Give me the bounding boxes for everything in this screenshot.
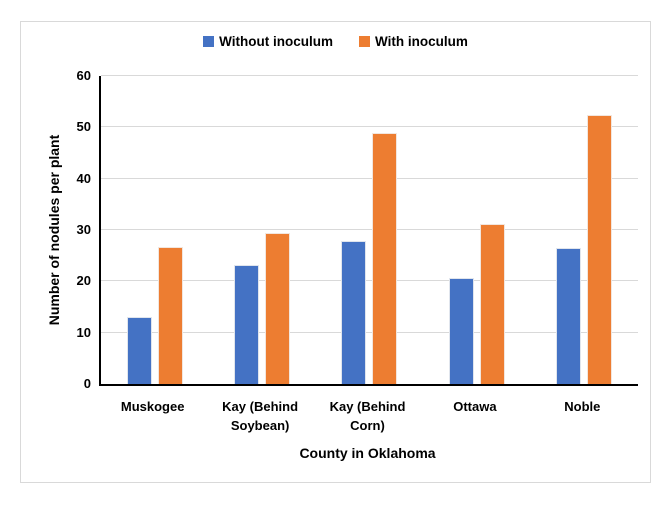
y-tick-label-50: 50 (76, 119, 91, 135)
bar-with-inoculum (587, 115, 613, 384)
gridline-10 (101, 331, 638, 333)
bar-with-inoculum (157, 247, 183, 384)
gridline-20 (101, 280, 638, 282)
x-category-label-kay-behind-corn-: Kay (Behind Corn) (329, 399, 406, 433)
bar-group-kay-behind-soybean- (208, 76, 315, 384)
legend: Without inoculum With inoculum (21, 34, 650, 49)
bar-with-inoculum (265, 233, 291, 384)
legend-swatch-blue (203, 36, 215, 47)
bar-without-inoculum (234, 265, 260, 384)
legend-label-without-inoculum: Without inoculum (219, 34, 333, 49)
legend-item-without-inoculum: Without inoculum (203, 34, 333, 49)
x-category-label-ottawa: Ottawa (453, 399, 497, 414)
gridline-60 (101, 75, 638, 76)
plot-area (99, 75, 638, 386)
bar-group-muskogee (101, 76, 208, 384)
y-tick-label-20: 20 (76, 273, 91, 289)
bar-without-inoculum (126, 317, 152, 384)
gridline-30 (101, 229, 638, 230)
bar-group-noble (531, 76, 638, 384)
bar-without-inoculum (448, 278, 474, 384)
x-category-label-noble: Noble (564, 399, 601, 414)
y-tick-label-30: 30 (76, 222, 91, 237)
y-tick-label-10: 10 (76, 324, 91, 340)
x-axis-title: County in Oklahoma (299, 445, 436, 461)
bar-with-inoculum (479, 223, 505, 384)
legend-label-with-inoculum: With inoculum (374, 34, 468, 49)
legend-item-with-inoculum: With inoculum (358, 34, 468, 49)
y-tick-label-0: 0 (83, 376, 91, 391)
gridline-40 (101, 177, 638, 179)
y-tick-label-60: 60 (76, 68, 91, 83)
bar-group-ottawa (423, 76, 530, 384)
bar-group-kay-behind-corn- (316, 76, 423, 384)
x-category-label-muskogee: Muskogee (120, 399, 185, 414)
gridline-50 (101, 126, 638, 128)
bar-without-inoculum (341, 241, 367, 384)
bar-with-inoculum (372, 132, 398, 384)
chart-frame: Without inoculum With inoculum Number of… (20, 21, 651, 483)
bar-without-inoculum (556, 247, 582, 384)
y-tick-label-40: 40 (76, 170, 91, 186)
x-category-label-kay-behind-soybean-: Kay (Behind Soybean) (222, 399, 299, 433)
legend-swatch-orange (358, 36, 370, 47)
